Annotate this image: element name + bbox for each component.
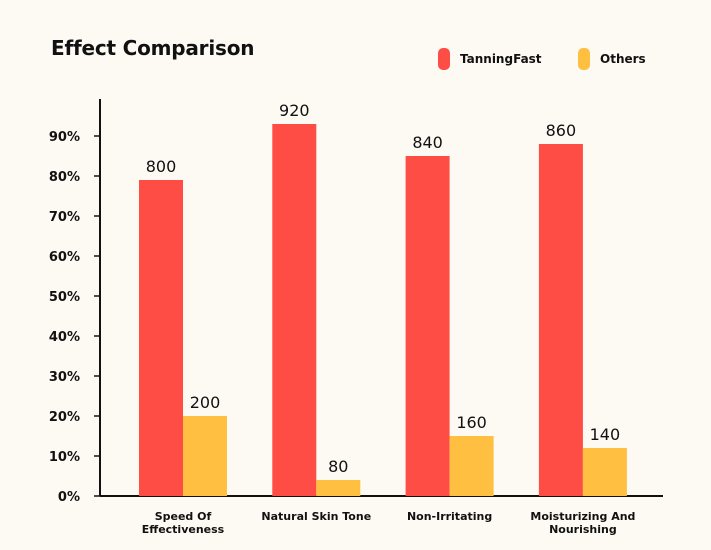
bar-tanningfast: [272, 124, 317, 496]
y-tick-label: 40%: [49, 330, 80, 345]
bar-value-label: 840: [412, 133, 443, 152]
bar-others: [183, 416, 227, 496]
y-tick-label: 10%: [49, 450, 80, 465]
legend-swatch-tanningfast: [438, 48, 450, 70]
y-tick-label: 30%: [49, 370, 80, 385]
x-tick-label: Speed Of Effectiveness: [142, 510, 225, 536]
bar-others: [449, 436, 494, 496]
x-tick-label: Moisturizing And Nourishing: [530, 510, 635, 536]
bar-value-label: 160: [456, 413, 487, 432]
y-tick-label: 70%: [49, 210, 80, 225]
bar-value-label: 860: [546, 121, 577, 140]
x-tick-label: Natural Skin Tone: [261, 510, 371, 523]
bar-value-label: 920: [279, 101, 310, 120]
bar-value-label: 140: [590, 425, 621, 444]
x-tick-label: Non-Irritating: [407, 510, 492, 523]
bar-tanningfast: [139, 180, 183, 496]
y-tick-label: 20%: [49, 410, 80, 425]
bar-tanningfast: [538, 144, 583, 496]
bar-value-label: 800: [146, 157, 177, 176]
bar-value-label: 200: [190, 393, 221, 412]
chart-title: Effect Comparison: [51, 36, 255, 60]
y-tick-label: 60%: [49, 250, 80, 265]
legend-item-others: Others: [578, 48, 646, 70]
y-tick-label: 90%: [49, 130, 80, 145]
y-tick-label: 50%: [49, 290, 80, 305]
bar-tanningfast: [405, 156, 450, 496]
legend-item-tanningfast: TanningFast: [438, 48, 542, 70]
bar-others: [582, 448, 627, 496]
y-tick-label: 0%: [58, 490, 80, 505]
legend-swatch-others: [578, 48, 590, 70]
y-tick-label: 80%: [49, 170, 80, 185]
bar-value-label: 80: [328, 457, 348, 476]
legend-label-tanningfast: TanningFast: [460, 52, 542, 66]
bar-others: [316, 480, 361, 496]
legend-label-others: Others: [600, 52, 646, 66]
